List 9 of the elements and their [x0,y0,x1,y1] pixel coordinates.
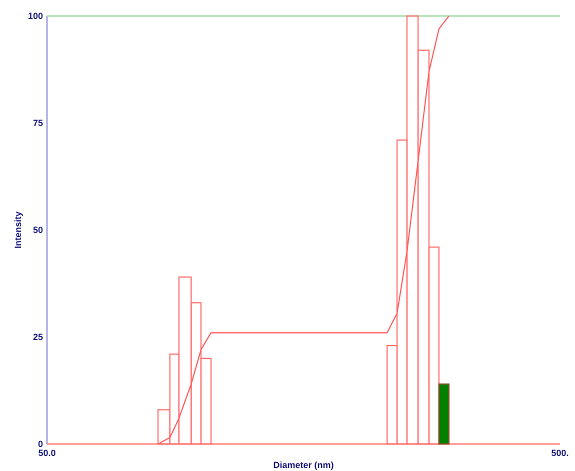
y-tick-label: 25 [32,332,43,342]
x-tick-label: 50.0 [38,448,56,458]
x-tick-label: 500. [551,448,569,458]
x-axis-title: Diameter (nm) [273,460,334,470]
y-tick-label: 100 [28,11,43,21]
y-tick-label: 75 [32,118,43,128]
y-axis-title: Intensity [13,211,23,249]
y-tick-label: 0 [38,439,43,449]
y-tick-label: 50 [32,225,43,235]
